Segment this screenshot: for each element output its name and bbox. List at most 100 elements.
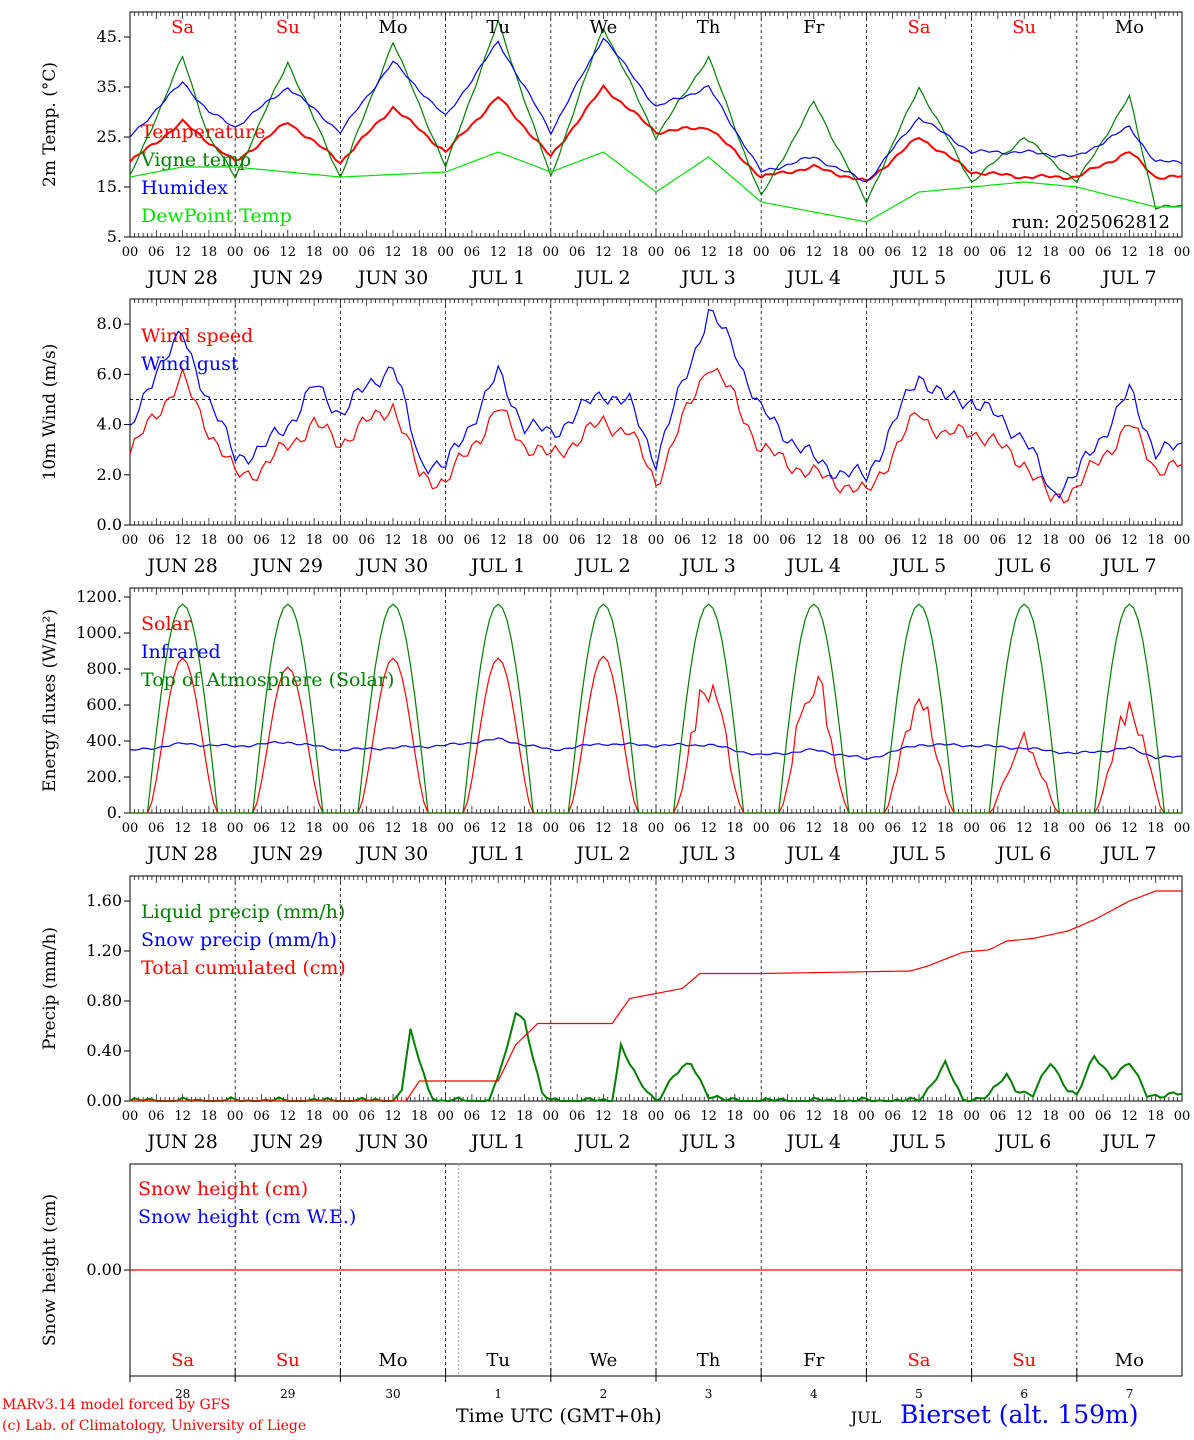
date-label: JUL 1 <box>469 843 525 865</box>
hour-tick-label: 12 <box>700 245 717 260</box>
hour-tick-label: 00 <box>648 245 665 260</box>
y-tick-label: 0.0 <box>97 515 122 534</box>
hour-tick-label: 12 <box>911 1109 928 1124</box>
hour-tick-label: 18 <box>201 245 218 260</box>
hour-tick-label: 06 <box>253 533 270 548</box>
day-name: Sa <box>171 1350 194 1371</box>
hour-tick-label: 00 <box>963 821 980 836</box>
date-label: JUN 30 <box>356 555 428 577</box>
hour-tick-label: 06 <box>358 1109 375 1124</box>
date-label: JUL 1 <box>469 1131 525 1153</box>
hour-tick-label: 06 <box>884 821 901 836</box>
hour-tick-label: 00 <box>1069 245 1086 260</box>
date-label: JUL 2 <box>574 267 630 289</box>
hour-tick-label: 06 <box>569 821 586 836</box>
date-label: JUL 2 <box>574 843 630 865</box>
series-line-dewpoint-temp <box>129 151 1182 223</box>
hour-tick-label: 06 <box>674 1109 691 1124</box>
hour-tick-label: 00 <box>122 533 139 548</box>
date-label: JUN 30 <box>356 267 428 289</box>
plot-frame <box>129 587 1183 814</box>
legend-infrared: Infrared <box>141 641 221 663</box>
hour-tick-label: 18 <box>201 821 218 836</box>
legend-vigne-temp: Vigne temp <box>140 149 251 171</box>
hour-tick-label: 00 <box>122 821 139 836</box>
date-label: JUL 2 <box>574 1131 630 1153</box>
day-number: 1 <box>494 1387 502 1401</box>
hour-tick-label: 00 <box>648 821 665 836</box>
panel-5: 0.00 Snow height (cm) Snow height (cm) Snow… <box>40 1163 1183 1427</box>
day-name: Th <box>697 1350 721 1371</box>
hour-tick-label: 00 <box>858 821 875 836</box>
y-tick-label: 5. <box>107 227 122 246</box>
date-label: JUL 4 <box>785 1131 841 1153</box>
hour-tick-label: 00 <box>122 1109 139 1124</box>
hour-tick-label: 18 <box>306 533 323 548</box>
y-tick-label: 0.00 <box>86 1091 122 1110</box>
hour-tick-label: 06 <box>884 245 901 260</box>
hour-tick-label: 06 <box>779 245 796 260</box>
hour-tick-label: 06 <box>148 1109 165 1124</box>
hour-tick-label: 18 <box>621 1109 638 1124</box>
date-label: JUN 29 <box>251 1131 323 1153</box>
hour-tick-label: 12 <box>1016 245 1033 260</box>
y-tick-label: 800. <box>86 659 122 678</box>
hour-tick-label: 12 <box>280 533 297 548</box>
hour-tick-label: 06 <box>674 821 691 836</box>
series-line-infrared <box>129 737 1183 761</box>
y-tick-label: 1.20 <box>86 941 122 960</box>
y-axis-title: Energy fluxes (W/m²) <box>40 609 60 792</box>
day-name: Sa <box>907 17 930 38</box>
hour-tick-label: 00 <box>1069 821 1086 836</box>
hour-tick-label: 12 <box>385 245 402 260</box>
y-tick-label: 2.0 <box>97 465 122 484</box>
hour-tick-label: 12 <box>595 245 612 260</box>
hour-tick-label: 06 <box>253 821 270 836</box>
series-line-top-of-atmosphere-solar- <box>130 603 1182 814</box>
month-label: JUL <box>849 1408 882 1427</box>
hour-tick-label: 12 <box>1121 821 1138 836</box>
hour-tick-label: 12 <box>490 533 507 548</box>
day-name: Mo <box>378 17 407 38</box>
hour-tick-label: 06 <box>569 533 586 548</box>
legend-humidex: Humidex <box>141 177 228 199</box>
hour-tick-label: 12 <box>280 1109 297 1124</box>
hour-tick-label: 18 <box>516 821 533 836</box>
hour-tick-label: 18 <box>937 533 954 548</box>
y-tick-label: 1.60 <box>86 891 122 910</box>
day-name: Mo <box>378 1350 407 1371</box>
y-axis-title: 10m Wind (m/s) <box>40 344 60 481</box>
hour-tick-label: 18 <box>1042 533 1059 548</box>
date-label: JUL 7 <box>1100 555 1156 577</box>
hour-tick-label: 00 <box>1069 1109 1086 1124</box>
hour-tick-label: 18 <box>727 533 744 548</box>
hour-tick-label: 00 <box>227 821 244 836</box>
y-tick-label: 400. <box>86 731 122 750</box>
day-name: Fr <box>803 1350 824 1371</box>
date-label: JUL 4 <box>785 267 841 289</box>
date-label: JUL 5 <box>890 555 946 577</box>
date-label: JUL 3 <box>679 555 735 577</box>
hour-tick-label: 18 <box>1042 245 1059 260</box>
date-label: JUL 5 <box>890 1131 946 1153</box>
y-tick-label: 0.80 <box>86 991 122 1010</box>
date-label: JUN 28 <box>145 1131 217 1153</box>
day-name: Fr <box>803 17 824 38</box>
y-tick-label: 1200. <box>76 587 122 606</box>
hour-tick-label: 00 <box>122 245 139 260</box>
y-tick-label: 6.0 <box>97 364 122 383</box>
hour-tick-label: 12 <box>1121 245 1138 260</box>
day-number: 2 <box>600 1387 608 1401</box>
legend-wind-gust: Wind gust <box>141 353 239 375</box>
legend-snow-height-cm-: Snow height (cm) <box>138 1178 308 1200</box>
date-label: JUL 3 <box>679 267 735 289</box>
hour-tick-label: 12 <box>806 821 823 836</box>
hour-tick-label: 12 <box>490 821 507 836</box>
y-axis-title: 2m Temp. (°C) <box>40 62 60 187</box>
y-tick-label: 15. <box>97 177 122 196</box>
hour-tick-label: 12 <box>595 1109 612 1124</box>
series-line-total-cumulated-cm- <box>130 890 1182 1102</box>
hour-tick-label: 18 <box>1147 533 1164 548</box>
hour-tick-label: 18 <box>411 821 428 836</box>
date-label: JUL 7 <box>1100 843 1156 865</box>
